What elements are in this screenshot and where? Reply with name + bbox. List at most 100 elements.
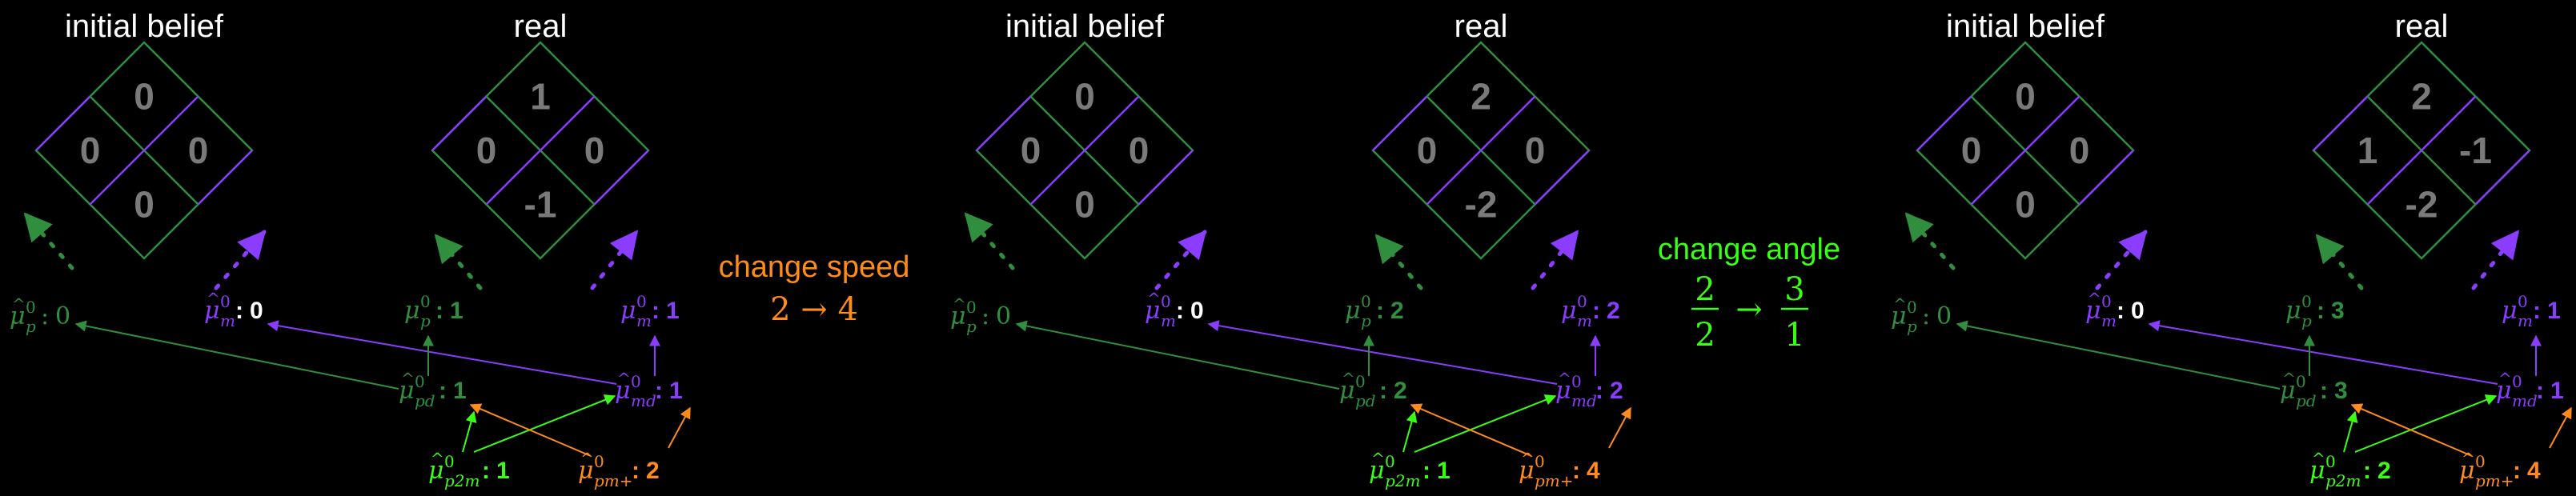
mu-hat-p2m-subscript: p2m [1385,471,1421,490]
mu-hat-pd-superscript: 0 [1355,372,1366,391]
initial-belief-grid-cell-bottom: 0 [1074,184,1095,226]
mu-p-superscript: 0 [2301,292,2312,311]
mu-hat-p2m-symbol: μ [2309,457,2325,485]
mu-m-symbol: μ [1561,297,1577,325]
mu-hat-p2m-value: 1 [1437,458,1451,484]
initial-belief-grid-divider-b [89,95,199,206]
mu-hat-pd-superscript: 0 [2296,372,2306,391]
mu-hat-m-symbol: μ [1145,297,1161,325]
real-green-direction-arrow [1374,234,1423,290]
mu-p-subscript: p [2301,311,2312,330]
mu-m: μ 0m:2 [1561,292,1620,330]
mu-hat-md-value: 2 [1610,378,1623,404]
mu-hat-pm-plus-superscript: 0 [594,452,604,471]
initial-belief-grid-edge-lr [197,150,253,206]
change-speed-title: change speed [719,250,910,284]
mu-p-value: 2 [1390,298,1404,324]
mu-hat-p2m-subscript: p2m [2325,471,2361,490]
mu-m-symbol: μ [2502,297,2518,325]
initial-belief-grid-cell-right: 0 [188,130,209,171]
green-direction-arrow [23,212,74,270]
mu-hat-m-colon: : [1176,298,1184,324]
real-grid-cell-bottom: -2 [2405,184,2438,226]
mu-hat-m-hat: ^ [207,289,220,308]
mu-hat-pm-plus-colon: : [1572,458,1580,484]
to-numerator: 3 [1784,271,1804,308]
initial-belief-grid-cell-right: 0 [1129,130,1150,171]
mu-m-colon: : [652,298,660,324]
mu-hat-p2m-symbol: μ [428,457,444,485]
mu-hat-pd-hat: ^ [1342,369,1355,388]
from-denominator: 2 [1695,317,1715,354]
arrow-md-to-hat-m [2148,320,2498,385]
real-grid-cell-right: -1 [2459,130,2492,171]
mu-hat-pd-symbol: μ [2280,377,2296,405]
initial-belief-grid-cell-right: 0 [2069,130,2090,171]
real-grid: 10 0 -1 [431,41,650,260]
header-initial-belief: initial belief [65,9,224,44]
mu-hat-p2m-hat: ^ [2312,449,2325,468]
mu-hat-p-colon: : [1922,302,1930,330]
initial-belief-grid-cell-left: 0 [80,130,101,171]
mu-m: μ 0m:1 [620,292,680,330]
purple-direction-arrow-head [237,230,267,261]
mu-hat-pd-subscript: pd [415,391,435,410]
mu-hat-m-colon: : [2117,298,2125,324]
mu-hat-p-value: 0 [55,302,70,330]
mu-hat-pd-value: 3 [2334,378,2348,404]
mu-hat-md-subscript: md [631,391,656,410]
initial-belief-grid: 00 00 [1916,41,2135,260]
mu-hat-p-subscript: p [1907,317,1917,336]
mu-hat-pm-plus-subscript: pm+ [594,471,633,490]
real-grid-cell-right: 0 [584,130,605,171]
mu-hat-p2m-superscript: 0 [1385,452,1395,471]
mu-p-symbol: μ [1345,297,1361,325]
arrow-p2m-to-md [473,394,616,453]
mu-p-colon: : [2317,298,2325,324]
mu-hat-p2m-hat: ^ [431,449,444,468]
mu-hat-md-symbol: μ [2496,377,2512,405]
arrow-pm-to-pd [1410,403,1532,457]
initial-belief-grid-cell-bottom: 0 [134,184,154,226]
mu-hat-pm-plus-value: 4 [1587,458,1600,484]
initial-belief-grid-cell-left: 0 [1961,130,1982,171]
mu-hat-pd-colon: : [439,378,447,404]
mu-hat-p-superscript: 0 [966,298,977,317]
mu-hat-md-symbol: μ [1555,377,1571,405]
real-grid-edge-lr [1534,150,1590,206]
green-direction-arrow [1904,212,1956,270]
mu-hat-m-hat: ^ [2088,289,2101,308]
real-grid-divider-b [485,95,596,206]
mu-p-colon: : [1376,298,1384,324]
mu-hat-m-colon: : [235,298,243,324]
mu-hat-p-symbol: μ [10,302,26,330]
mu-m-subscript: m [2518,311,2533,330]
mu-hat-m-subscript: m [1161,311,1176,330]
initial-belief-grid-cell-bottom: 0 [2015,184,2036,226]
initial-belief-grid: 00 00 [975,41,1194,260]
to-denominator: 1 [1784,317,1804,354]
mu-p-superscript: 0 [420,292,431,311]
mu-hat-md: μ^ 0md: 1 [615,369,683,410]
mu-hat-pm-plus: μ^ 0pm+: 4 [1519,449,1600,490]
mu-p: μ 0p:3 [2285,292,2345,330]
purple-direction-arrow [2095,230,2148,290]
arrow-pd-to-hat-p [1956,320,2281,390]
initial-belief-grid: 00 00 [34,41,254,260]
mu-hat-p-colon: : [981,302,989,330]
real-grid-cell-bottom: -1 [524,184,557,226]
arrow-md-to-hat-m [267,320,617,385]
green-direction-arrow [964,212,1015,270]
mu-hat-m-symbol: μ [204,297,220,325]
header-real: real [2395,9,2449,44]
arrow-pm-to-md [668,406,691,449]
mu-hat-m: μ^ 0m:0 [1145,289,1204,330]
mu-hat-pd: μ^ 0pd:1 [399,369,467,410]
real-grid-edge-ul [431,95,488,151]
mu-hat-p2m-value: 1 [496,458,510,484]
mu-hat-pm-plus-symbol: μ [1519,457,1535,485]
mu-m-colon: : [2533,298,2541,324]
